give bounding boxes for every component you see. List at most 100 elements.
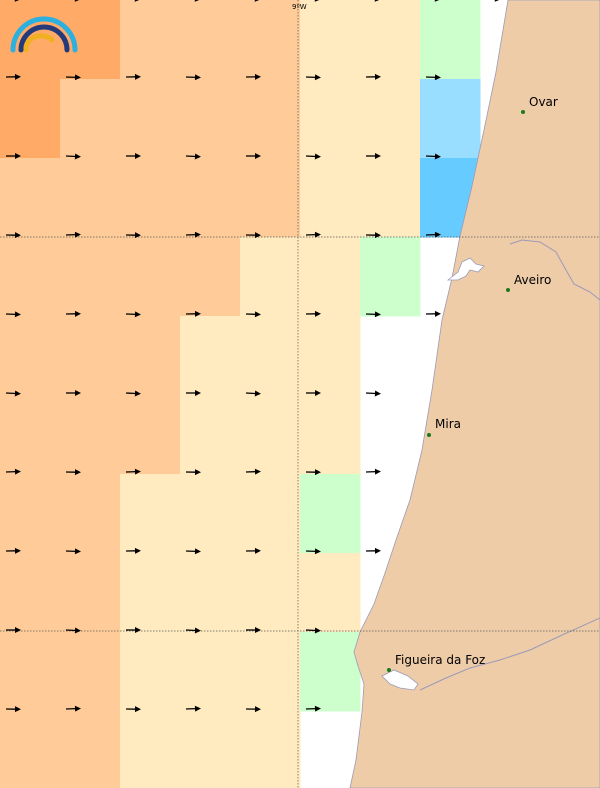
wave-arrow [425, 310, 441, 317]
wave-arrow [65, 74, 81, 81]
wave-arrow [365, 73, 381, 80]
wave-arrow [305, 627, 321, 634]
city-mira[interactable]: Mira [427, 417, 461, 437]
wave-arrow [365, 390, 381, 397]
wave-arrow [5, 311, 21, 318]
forecast-cell [120, 474, 181, 554]
forecast-cell [240, 158, 301, 238]
forecast-cell [360, 237, 421, 317]
wave-arrow [5, 468, 21, 475]
forecast-cell [180, 553, 241, 633]
forecast-cell [120, 395, 181, 475]
forecast-cell [360, 0, 421, 80]
wave-arrow [65, 627, 81, 634]
forecast-cell [420, 79, 481, 159]
city-aveiro[interactable]: Aveiro [506, 273, 551, 292]
forecast-cell [240, 711, 301, 788]
wave-arrow [125, 706, 141, 713]
wave-arrow [185, 231, 201, 238]
forecast-cell [180, 711, 241, 788]
forecast-cell [180, 395, 241, 475]
forecast-cell [300, 553, 361, 633]
forecast-cell [60, 632, 121, 712]
forecast-cell [120, 632, 181, 712]
wave-arrow [65, 310, 81, 317]
wave-arrow [365, 547, 381, 554]
aveiro-lagoon [446, 257, 485, 281]
forecast-cell [0, 474, 61, 554]
wave-arrow [245, 390, 261, 397]
wave-arrow [425, 74, 441, 81]
forecast-cell [240, 553, 301, 633]
wave-arrow [245, 73, 261, 80]
forecast-cell [240, 632, 301, 712]
wave-arrow [246, 627, 261, 633]
wave-arrow [254, 0, 261, 2]
mondego-estuary [381, 669, 419, 691]
forecast-cell [60, 0, 121, 80]
forecast-cells [0, 0, 481, 788]
forecast-cell [60, 395, 121, 475]
forecast-cell [300, 237, 361, 317]
land-portugal [349, 0, 600, 788]
forecast-cell [300, 474, 361, 554]
forecast-cell [420, 0, 481, 80]
wave-arrow [65, 469, 81, 476]
wave-arrow [305, 310, 321, 317]
wave-arrow [305, 74, 321, 81]
wave-arrow [374, 0, 381, 2]
wave-arrow [74, 0, 81, 2]
wave-arrow [185, 310, 201, 317]
forecast-cell [60, 237, 121, 317]
wave-arrow [305, 548, 321, 555]
forecast-cell [300, 79, 361, 159]
wave-arrow [494, 0, 501, 2]
forecast-cell [60, 711, 121, 788]
wave-arrow [185, 627, 201, 634]
wave-arrow [245, 547, 261, 554]
forecast-cell [360, 158, 421, 238]
wave-arrow [65, 705, 81, 712]
city-markers: Ovar Aveiro Mira Figueira da Foz [387, 95, 558, 672]
forecast-cell [60, 79, 121, 159]
vouga-river [509, 239, 600, 301]
forecast-cell [0, 79, 61, 159]
wave-arrow [125, 311, 141, 318]
wave-arrow [5, 232, 21, 239]
forecast-cell [60, 316, 121, 396]
forecast-cell [180, 237, 241, 317]
forecast-cell [240, 79, 301, 159]
wave-arrow [314, 0, 321, 2]
forecast-cell [180, 316, 241, 396]
wave-direction-arrows [5, 0, 501, 713]
forecast-cell [240, 237, 301, 317]
city-ovar[interactable]: Ovar [521, 95, 558, 114]
city-figueira-da-foz[interactable]: Figueira da Foz [387, 653, 485, 672]
forecast-cell [60, 474, 121, 554]
wave-arrow [306, 390, 321, 396]
forecast-cell [300, 316, 361, 396]
forecast-cell [0, 711, 61, 788]
forecast-cell [300, 158, 361, 238]
wave-arrow [185, 548, 201, 555]
wave-arrow [305, 469, 321, 476]
wave-arrow [434, 0, 441, 2]
forecast-cell [300, 0, 361, 80]
wave-arrow [185, 469, 201, 476]
wave-arrow [65, 548, 81, 555]
forecast-cell [120, 316, 181, 396]
forecast-cell [120, 0, 181, 80]
wave-arrow [6, 153, 21, 159]
forecast-cell [0, 553, 61, 633]
wave-arrow [365, 468, 381, 475]
forecast-cell [180, 79, 241, 159]
forecast-cell [240, 395, 301, 475]
wave-arrow [65, 153, 81, 160]
forecast-cell [300, 395, 361, 475]
wave-arrow [126, 627, 141, 633]
forecast-cell [240, 316, 301, 396]
wave-arrow [125, 547, 141, 554]
